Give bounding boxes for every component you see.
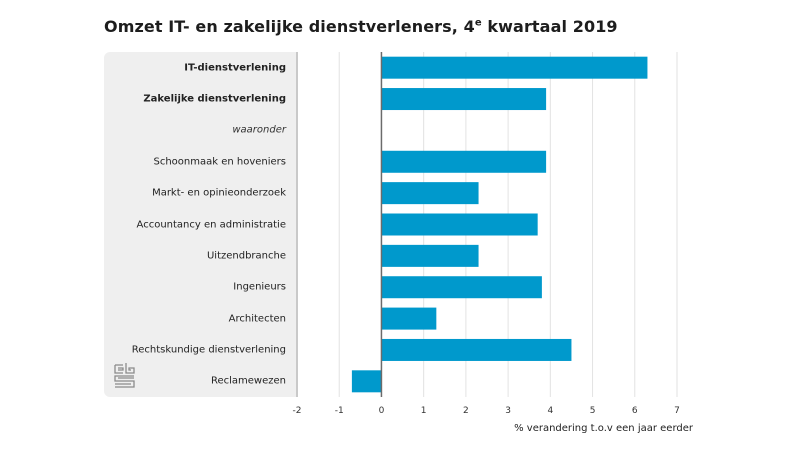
- category-label: Zakelijke dienstverlening: [143, 93, 286, 105]
- bar: [381, 88, 547, 111]
- category-label: Uitzendbranche: [206, 250, 286, 262]
- title-text-end: kwartaal 2019: [481, 17, 618, 36]
- title-superscript: e: [474, 17, 482, 29]
- x-tick-label: 3: [505, 406, 511, 416]
- category-label: Schoonmaak en hoveniers: [153, 156, 286, 168]
- bar: [381, 213, 538, 236]
- category-label: Reclamewezen: [210, 375, 286, 387]
- x-tick-label: 6: [632, 406, 638, 416]
- title-text: Omzet IT- en zakelijke dienstverleners, …: [104, 17, 475, 36]
- category-label: Accountancy en administratie: [136, 219, 286, 230]
- bar: [381, 150, 547, 173]
- bar: [381, 182, 479, 205]
- x-tick-label: 7: [674, 406, 680, 416]
- x-tick-label: 0: [379, 406, 385, 416]
- x-tick-label: -2: [293, 406, 302, 416]
- category-label: waaronder: [232, 124, 286, 136]
- x-tick-label: 1: [421, 406, 427, 416]
- bar: [381, 307, 437, 330]
- x-tick-label: -1: [335, 406, 344, 416]
- category-label-panel: [104, 52, 298, 397]
- bar: [381, 338, 572, 361]
- bar: [381, 56, 648, 79]
- category-label: Ingenieurs: [233, 281, 286, 293]
- chart-title: Omzet IT- en zakelijke dienstverleners, …: [104, 17, 618, 36]
- bar: [381, 276, 542, 299]
- cbs-logo-icon: [114, 363, 135, 388]
- bar: [351, 370, 382, 393]
- bar: [381, 244, 479, 267]
- category-label: IT-dienstverlening: [184, 62, 286, 74]
- x-tick-label: 4: [547, 406, 553, 416]
- category-label: Markt- en opinieonderzoek: [152, 187, 286, 199]
- x-tick-label: 5: [590, 406, 596, 416]
- x-axis-label: % verandering t.o.v een jaar eerder: [514, 423, 693, 434]
- x-tick-label: 2: [463, 406, 469, 416]
- category-label: Rechtskundige dienstverlening: [131, 344, 286, 356]
- category-label: Architecten: [228, 313, 286, 325]
